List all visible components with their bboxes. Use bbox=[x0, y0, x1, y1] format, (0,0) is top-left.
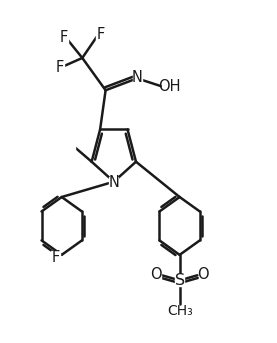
Text: F: F bbox=[55, 60, 63, 75]
Bar bbox=[152, 268, 161, 280]
Bar bbox=[55, 61, 64, 74]
Text: CH₃: CH₃ bbox=[167, 304, 193, 318]
Bar bbox=[51, 251, 60, 264]
Bar bbox=[109, 177, 118, 189]
Bar bbox=[73, 140, 75, 153]
Text: F: F bbox=[60, 30, 68, 45]
Bar bbox=[175, 274, 184, 286]
Bar bbox=[96, 28, 105, 40]
Text: OH: OH bbox=[158, 79, 181, 94]
Text: N: N bbox=[132, 70, 143, 85]
Text: S: S bbox=[175, 273, 185, 288]
Text: F: F bbox=[97, 27, 105, 42]
Bar bbox=[133, 71, 142, 83]
Text: N: N bbox=[108, 175, 119, 190]
Text: O: O bbox=[150, 267, 162, 282]
Bar bbox=[162, 81, 177, 93]
Bar bbox=[60, 32, 68, 44]
Text: F: F bbox=[52, 250, 60, 265]
Bar bbox=[199, 268, 207, 280]
Text: O: O bbox=[197, 267, 209, 282]
